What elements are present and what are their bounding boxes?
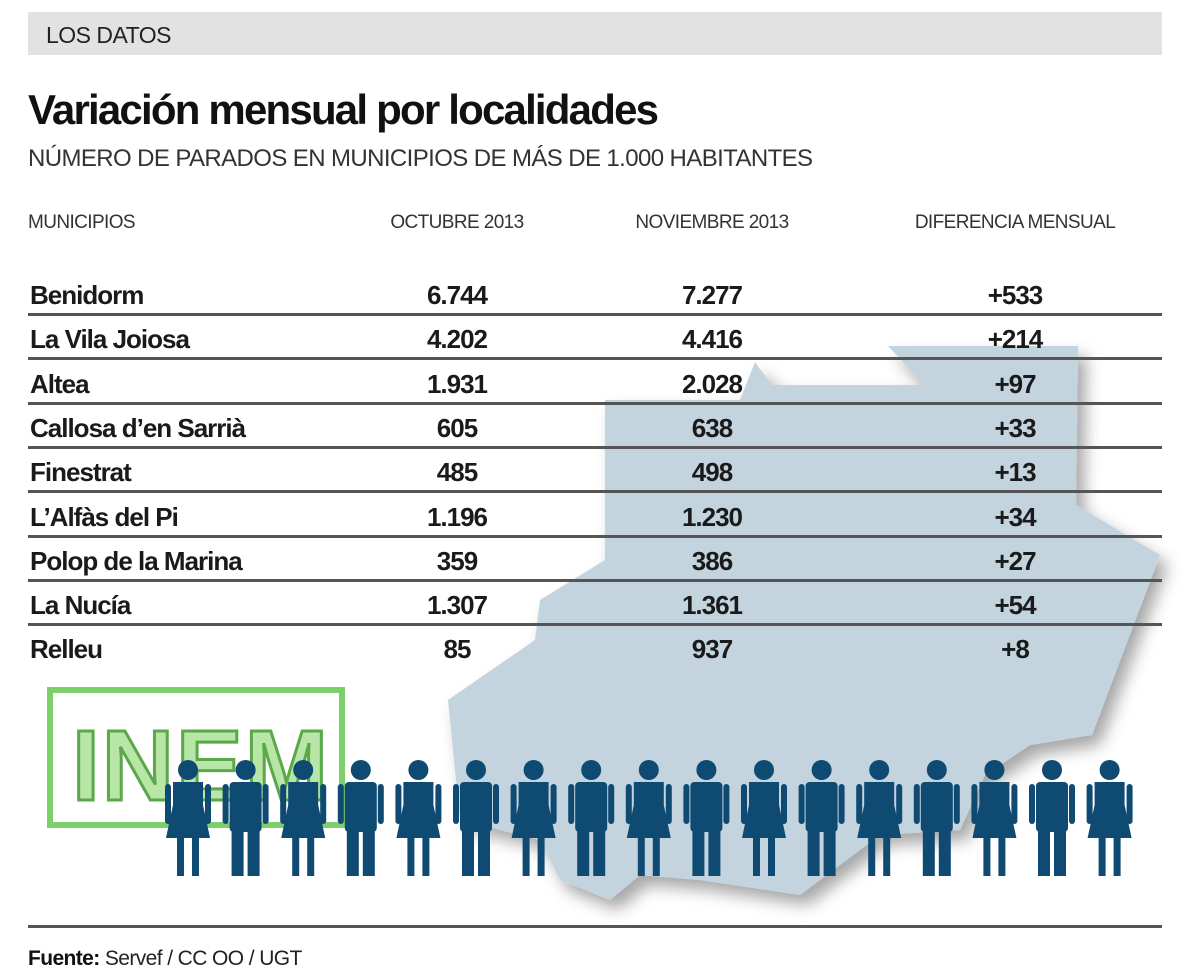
table-row: La Vila Joiosa 4.202 4.416 +214 xyxy=(28,316,1162,360)
diferencia-cell: +34 xyxy=(994,501,1036,532)
section-label: LOS DATOS xyxy=(46,22,172,48)
table-row: Finestrat 485 498 +13 xyxy=(28,449,1162,493)
noviembre-cell: 498 xyxy=(691,457,733,488)
region-map-shape xyxy=(448,346,1160,900)
female-figure-icon xyxy=(510,760,557,876)
noviembre-cell: 937 xyxy=(691,634,733,665)
male-figure-icon xyxy=(568,760,615,876)
male-figure-icon xyxy=(453,760,499,876)
male-figure-icon xyxy=(913,760,960,876)
octubre-cell: 85 xyxy=(443,634,472,665)
municipio-cell: Finestrat xyxy=(30,457,132,488)
table-row: Polop de la Marina 359 386 +27 xyxy=(28,538,1162,582)
octubre-cell: 4.202 xyxy=(426,324,488,355)
female-figure-icon xyxy=(165,760,211,876)
municipio-cell: Relleu xyxy=(30,634,103,665)
source-label: Fuente: xyxy=(28,947,100,970)
octubre-cell: 6.744 xyxy=(426,280,488,310)
noviembre-cell: 638 xyxy=(691,412,733,443)
table-row: Benidorm 6.744 7.277 +533 xyxy=(28,272,1162,316)
octubre-cell: 359 xyxy=(436,545,478,576)
female-figure-icon xyxy=(625,760,672,876)
municipio-cell: Benidorm xyxy=(30,280,144,310)
male-figure-icon xyxy=(1029,760,1075,876)
municipio-cell: Polop de la Marina xyxy=(30,545,243,576)
female-figure-icon xyxy=(741,760,787,876)
noviembre-cell: 386 xyxy=(691,545,733,576)
page-title: Variación mensual por localidades xyxy=(28,86,659,133)
row-divider xyxy=(28,313,1162,316)
male-figure-icon xyxy=(798,760,845,876)
octubre-cell: 1.196 xyxy=(426,501,488,532)
diferencia-cell: +533 xyxy=(987,280,1044,310)
diferencia-cell: +97 xyxy=(994,368,1036,399)
table-row: Callosa d’en Sarrià 605 638 +33 xyxy=(28,405,1162,449)
source-note: Fuente: Servef / CC OO / UGT xyxy=(28,947,302,971)
row-divider xyxy=(28,578,1162,582)
octubre-cell: 605 xyxy=(436,412,478,443)
column-header-municipios: MUNICIPIOS xyxy=(28,212,136,233)
male-figure-icon xyxy=(337,760,384,876)
table-row: L’Alfàs del Pi 1.196 1.230 +34 xyxy=(28,494,1162,538)
noviembre-cell: 4.416 xyxy=(681,324,743,355)
female-figure-icon xyxy=(395,760,442,876)
diferencia-cell: +54 xyxy=(994,590,1036,621)
diferencia-cell: +13 xyxy=(994,457,1036,488)
female-figure-icon xyxy=(1086,760,1133,876)
diferencia-cell: +214 xyxy=(987,324,1044,355)
column-header-diferencia: DIFERENCIA MENSUAL xyxy=(914,212,1116,233)
row-divider xyxy=(28,357,1162,361)
source-text: Servef / CC OO / UGT xyxy=(99,947,302,970)
column-header-octubre: OCTUBRE 2013 xyxy=(390,212,524,233)
diferencia-cell: +33 xyxy=(994,412,1036,443)
municipio-cell: Altea xyxy=(30,368,90,399)
noviembre-cell: 2.028 xyxy=(681,368,743,399)
row-divider xyxy=(28,534,1162,538)
municipio-cell: La Vila Joiosa xyxy=(30,324,190,355)
subtitle: NÚMERO DE PARADOS EN MUNICIPIOS DE MÁS D… xyxy=(28,145,813,172)
section-header-bar: LOS DATOS xyxy=(28,12,1162,55)
row-divider xyxy=(28,623,1162,627)
table-row: La Nucía 1.307 1.361 +54 xyxy=(28,582,1162,626)
octubre-cell: 1.307 xyxy=(426,590,488,621)
row-divider xyxy=(28,445,1162,449)
female-figure-icon xyxy=(280,760,327,876)
noviembre-cell: 1.230 xyxy=(681,501,743,532)
people-figures xyxy=(165,760,1133,876)
male-figure-icon xyxy=(222,760,269,876)
octubre-cell: 1.931 xyxy=(426,368,488,399)
female-figure-icon xyxy=(971,760,1018,876)
row-divider xyxy=(28,490,1162,494)
female-figure-icon xyxy=(856,760,903,876)
noviembre-cell: 1.361 xyxy=(681,590,743,621)
diferencia-cell: +27 xyxy=(994,545,1036,576)
municipio-cell: La Nucía xyxy=(30,590,131,621)
male-figure-icon xyxy=(683,760,730,876)
diferencia-cell: +8 xyxy=(1001,634,1030,665)
municipio-cell: Callosa d’en Sarrià xyxy=(30,412,246,443)
municipio-cell: L’Alfàs del Pi xyxy=(30,501,179,532)
row-divider xyxy=(28,401,1162,405)
footer-divider xyxy=(28,925,1162,928)
column-header-noviembre: NOVIEMBRE 2013 xyxy=(635,212,789,233)
table-row: Relleu 85 937 +8 xyxy=(28,626,1162,670)
table-row: Altea 1.931 2.028 +97 xyxy=(28,361,1162,405)
octubre-cell: 485 xyxy=(436,457,478,488)
noviembre-cell: 7.277 xyxy=(681,280,743,310)
